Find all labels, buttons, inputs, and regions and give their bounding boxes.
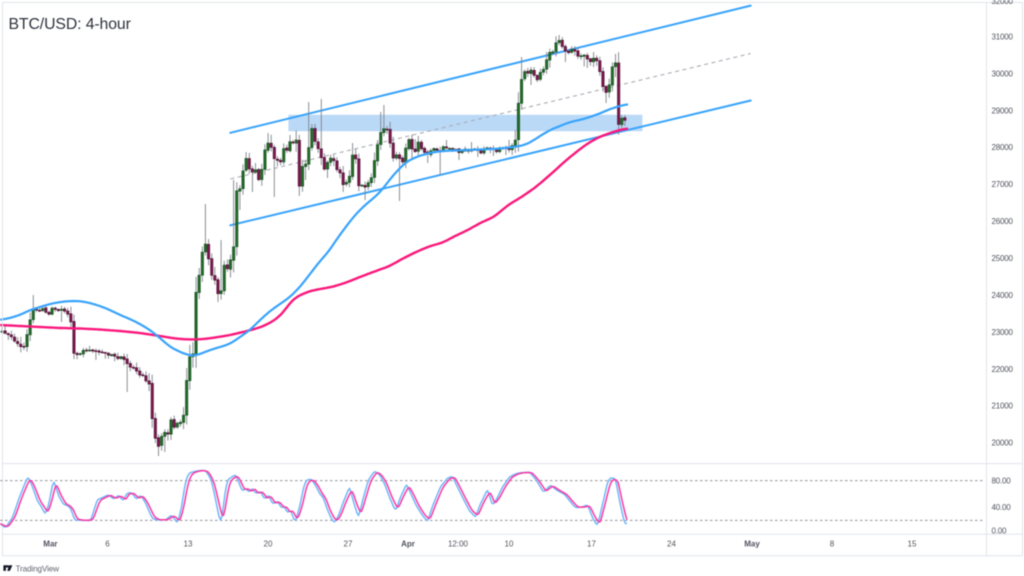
- svg-text:22000: 22000: [992, 365, 1014, 374]
- svg-text:13: 13: [184, 540, 193, 549]
- svg-text:21000: 21000: [992, 402, 1014, 411]
- svg-text:28000: 28000: [992, 143, 1014, 152]
- svg-text:29000: 29000: [992, 106, 1014, 115]
- svg-text:31000: 31000: [992, 32, 1014, 41]
- svg-text:10: 10: [505, 540, 514, 549]
- svg-text:15: 15: [908, 540, 917, 549]
- svg-text:0.00: 0.00: [992, 526, 1008, 535]
- svg-text:23000: 23000: [992, 328, 1014, 337]
- svg-text:40.00: 40.00: [992, 503, 1012, 512]
- svg-text:24000: 24000: [992, 291, 1014, 300]
- svg-text:12:00: 12:00: [448, 540, 469, 549]
- svg-text:32000: 32000: [992, 0, 1014, 6]
- svg-text:8: 8: [830, 540, 835, 549]
- svg-text:80.00: 80.00: [992, 477, 1012, 486]
- svg-text:27000: 27000: [992, 180, 1014, 189]
- svg-text:24: 24: [667, 540, 676, 549]
- svg-text:TradingView: TradingView: [16, 564, 60, 573]
- svg-text:26000: 26000: [992, 217, 1014, 226]
- svg-text:27: 27: [344, 540, 353, 549]
- svg-text:6: 6: [105, 540, 110, 549]
- svg-text:Apr: Apr: [401, 540, 415, 549]
- svg-text:20: 20: [264, 540, 273, 549]
- svg-text:25000: 25000: [992, 254, 1014, 263]
- svg-text:Mar: Mar: [43, 540, 57, 549]
- svg-text:17: 17: [587, 540, 596, 549]
- svg-text:May: May: [744, 540, 760, 549]
- svg-text:20000: 20000: [992, 439, 1014, 448]
- svg-text:30000: 30000: [992, 69, 1014, 78]
- svg-text:BTC/USD: 4-hour: BTC/USD: 4-hour: [9, 16, 131, 33]
